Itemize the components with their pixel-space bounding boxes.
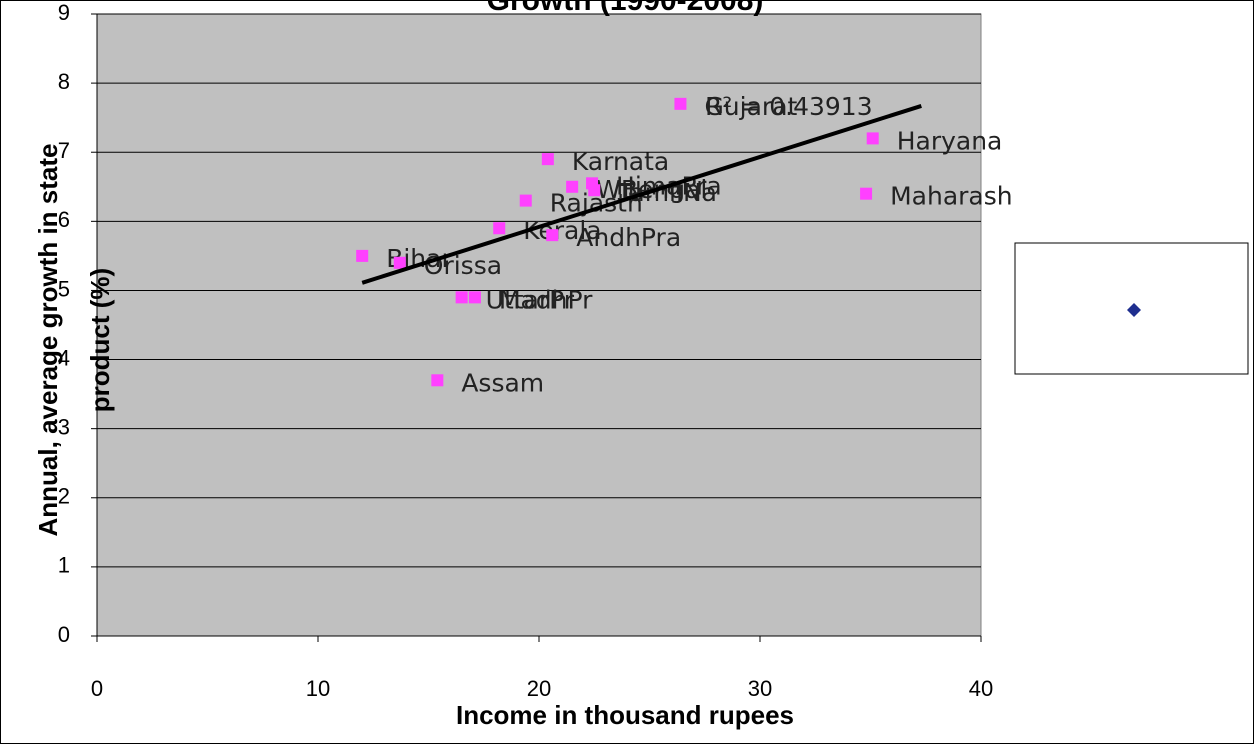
y-tick-label: 2	[58, 484, 70, 509]
scatter-point	[866, 132, 879, 145]
x-tick-label: 30	[748, 676, 772, 701]
y-tick-label: 7	[58, 138, 70, 163]
scatter-point	[674, 97, 687, 110]
trendline	[361, 104, 922, 285]
scatter-point	[588, 184, 601, 197]
point-label: Orissa	[424, 251, 502, 280]
x-tick-label: 10	[306, 676, 330, 701]
scatter-point	[519, 194, 532, 207]
y-tick-label: 6	[58, 207, 70, 232]
chart-title: Growth (1990-2008)	[487, 0, 764, 17]
scatter-point	[546, 229, 559, 242]
scatter-point	[455, 291, 468, 304]
scatter-point	[356, 249, 369, 262]
y-tick-label: 0	[58, 622, 70, 647]
scatter-point	[566, 180, 579, 193]
y-axis-title: product (%)	[85, 268, 115, 412]
point-label: TamilNa	[617, 178, 717, 207]
y-tick-label: 8	[58, 69, 70, 94]
x-tick-label: 40	[969, 676, 993, 701]
y-tick-label: 3	[58, 414, 70, 439]
y-tick-label: 9	[58, 0, 70, 25]
scatter-point	[468, 291, 481, 304]
scatter-point	[541, 153, 554, 166]
legend-marker	[1127, 303, 1141, 317]
point-label: AndhPra	[576, 223, 681, 252]
trendline-label: R² = 0.43913	[705, 92, 873, 121]
scatter-point	[393, 256, 406, 269]
point-label: Karnata	[572, 147, 669, 176]
point-label: MadhPr	[499, 285, 593, 314]
point-label: Assam	[461, 368, 544, 397]
y-tick-label: 1	[58, 553, 70, 578]
point-label: Haryana	[897, 126, 1003, 155]
plot-background	[96, 13, 982, 637]
y-tick-label: 5	[58, 276, 70, 301]
y-axis-title: Annual, average growth in state	[33, 144, 63, 537]
point-label: Maharash	[890, 182, 1013, 211]
scatter-point	[860, 187, 873, 200]
point-label: Gujarat	[704, 92, 797, 121]
scatter-point	[431, 374, 444, 387]
y-tick-label: 4	[58, 345, 70, 370]
point-label: UttarPr	[486, 285, 575, 314]
x-tick-label: 20	[527, 676, 551, 701]
x-tick-label: 0	[91, 676, 103, 701]
scatter-point	[493, 222, 506, 235]
x-axis-title: Income in thousand rupees	[456, 700, 794, 730]
